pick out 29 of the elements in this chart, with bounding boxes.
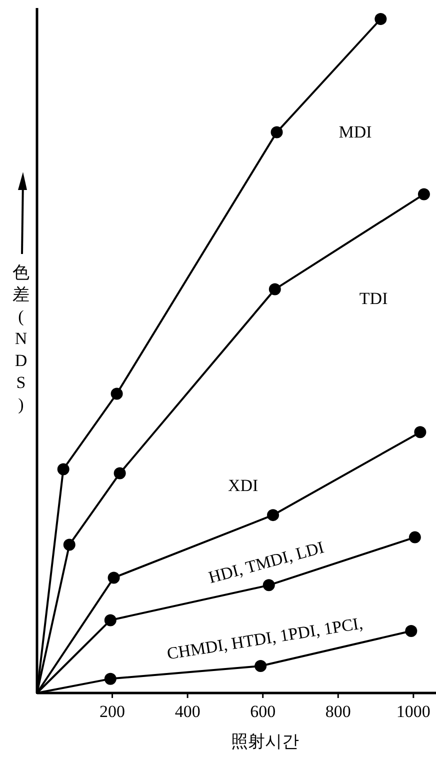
point: [110, 388, 123, 400]
point: [414, 426, 426, 438]
x-tick-label: 600: [250, 702, 276, 721]
point: [114, 467, 126, 480]
point: [374, 13, 387, 25]
point: [405, 624, 418, 637]
text: CHMDI, HTDI, 1PDI, 1PCI,: [166, 614, 364, 664]
point: [262, 579, 275, 592]
point: [267, 509, 280, 522]
text: TDI: [359, 288, 388, 308]
point: [108, 572, 120, 584]
point: [104, 672, 116, 685]
point: [63, 538, 76, 551]
point: [104, 614, 116, 626]
point: [270, 126, 283, 138]
x-tick-label: 200: [100, 702, 126, 721]
y-axis-title: 色差(NDS): [12, 263, 30, 414]
x-axis-title: 照射시간: [231, 732, 299, 751]
text: MDI: [338, 122, 372, 142]
x-tick-label: 400: [174, 702, 200, 721]
text: HDI, TMDI, LDI: [206, 538, 326, 588]
x-tick-label: 1000: [396, 702, 430, 721]
x-tick-label: 800: [325, 702, 351, 721]
point: [408, 531, 421, 544]
point: [57, 463, 70, 476]
series-label: XDI: [228, 476, 259, 496]
point: [268, 283, 281, 296]
point: [418, 188, 430, 200]
point: [254, 660, 267, 672]
